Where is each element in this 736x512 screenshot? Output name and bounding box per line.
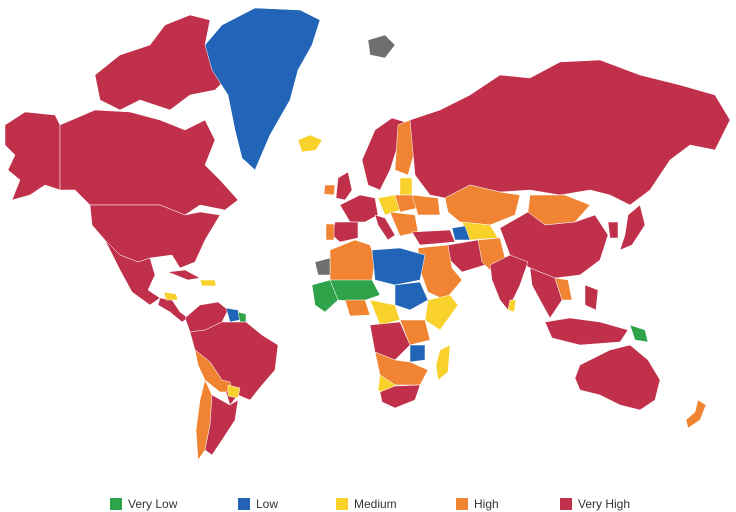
- region-australia[interactable]: [574, 344, 661, 411]
- region-portugal[interactable]: [325, 223, 335, 241]
- legend-label: Low: [256, 497, 279, 511]
- legend-label: Very High: [578, 497, 631, 511]
- region-alaska[interactable]: [4, 111, 61, 201]
- region-turkey[interactable]: [411, 229, 456, 246]
- region-madagascar[interactable]: [435, 344, 451, 381]
- legend-label: Medium: [354, 497, 397, 511]
- legend: Very Low Low Medium High Very High: [0, 490, 736, 512]
- region-paraguay[interactable]: [227, 384, 241, 399]
- region-indochina-high[interactable]: [554, 277, 573, 301]
- region-north-africa-high[interactable]: [329, 239, 376, 286]
- region-uk[interactable]: [335, 171, 353, 201]
- region-french-guiana[interactable]: [237, 311, 247, 323]
- region-new-zealand[interactable]: [685, 399, 707, 429]
- region-central-america-medium[interactable]: [163, 291, 179, 301]
- region-finland[interactable]: [394, 119, 416, 176]
- region-india[interactable]: [489, 254, 529, 311]
- region-central-america[interactable]: [157, 297, 189, 323]
- region-horn-of-africa[interactable]: [424, 294, 459, 331]
- legend-item-high[interactable]: High: [456, 497, 499, 511]
- region-mexico[interactable]: [104, 239, 161, 306]
- region-canada[interactable]: [59, 109, 239, 216]
- region-philippines[interactable]: [584, 284, 599, 311]
- region-argentina[interactable]: [204, 394, 239, 456]
- region-indonesia[interactable]: [544, 317, 629, 346]
- region-guyana-suriname[interactable]: [225, 307, 241, 323]
- region-congo[interactable]: [369, 321, 411, 361]
- region-ukraine[interactable]: [411, 194, 441, 216]
- region-caribbean-medium[interactable]: [199, 279, 217, 287]
- region-kazakhstan[interactable]: [444, 184, 521, 226]
- legend-swatch: [456, 498, 468, 510]
- region-papua-new-guinea[interactable]: [629, 324, 649, 343]
- region-south-asia-medium[interactable]: [507, 299, 517, 313]
- region-east-africa-low[interactable]: [409, 344, 426, 363]
- world-map-svg: [4, 7, 731, 461]
- legend-item-medium[interactable]: Medium: [336, 497, 397, 511]
- legend-swatch: [110, 498, 122, 510]
- legend-label: Very Low: [128, 497, 178, 511]
- region-sudan[interactable]: [394, 281, 429, 311]
- region-western-sahara[interactable]: [314, 257, 331, 276]
- legend-swatch: [560, 498, 572, 510]
- region-cuba[interactable]: [167, 269, 201, 281]
- region-korea[interactable]: [607, 221, 619, 239]
- legend-swatch: [336, 498, 348, 510]
- region-south-africa[interactable]: [379, 384, 421, 409]
- region-west-africa-green[interactable]: [311, 279, 339, 313]
- legend-item-low[interactable]: Low: [238, 497, 278, 511]
- region-usa[interactable]: [89, 204, 221, 269]
- region-central-asia-low[interactable]: [451, 225, 471, 241]
- legend-swatch: [238, 498, 250, 510]
- region-libya-egypt-low[interactable]: [371, 247, 426, 286]
- region-spain[interactable]: [331, 221, 359, 243]
- region-svalbard[interactable]: [367, 34, 396, 59]
- world-map: [4, 7, 731, 461]
- region-west-africa-high[interactable]: [344, 299, 371, 317]
- region-japan[interactable]: [619, 204, 646, 251]
- region-ireland[interactable]: [323, 184, 336, 196]
- region-baltics[interactable]: [399, 177, 413, 196]
- legend-label: High: [474, 497, 499, 511]
- region-iceland[interactable]: [297, 134, 323, 153]
- legend-item-very-low[interactable]: Very Low: [110, 497, 177, 511]
- region-greenland[interactable]: [204, 7, 321, 171]
- region-russia[interactable]: [409, 59, 731, 206]
- legend-item-very-high[interactable]: Very High: [560, 497, 630, 511]
- region-italy[interactable]: [374, 214, 396, 241]
